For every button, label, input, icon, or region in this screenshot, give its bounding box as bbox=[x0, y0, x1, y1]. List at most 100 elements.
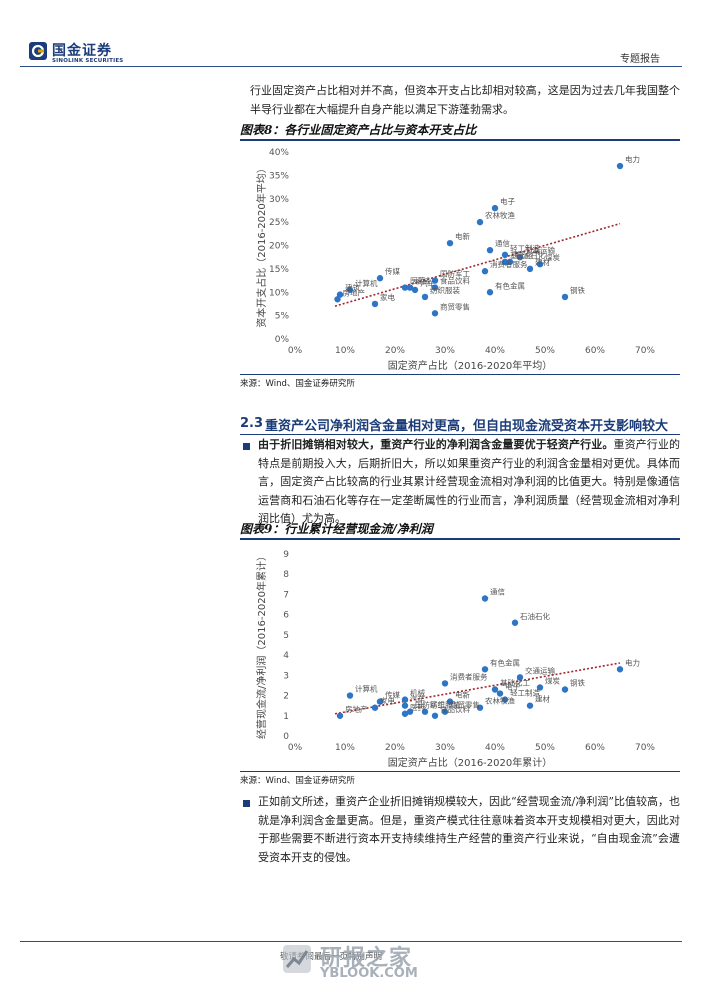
figure8-title: 图表8：各行业固定资产占比与资本开支占比 bbox=[240, 123, 477, 137]
data-point bbox=[376, 275, 384, 282]
bullet1-body: 重资产行业的特点是前期投入大，后期折旧大，所以如果重资产行业的利润含金量相对更优… bbox=[258, 438, 681, 525]
data-point bbox=[401, 284, 409, 291]
data-point bbox=[401, 702, 409, 709]
data-point bbox=[441, 680, 449, 687]
data-point bbox=[526, 702, 534, 709]
y-tick-label: 0% bbox=[275, 335, 290, 345]
data-point bbox=[376, 698, 384, 705]
x-tick-label: 10% bbox=[335, 346, 355, 356]
data-point bbox=[491, 686, 499, 693]
data-point-label: 轻工制造 bbox=[510, 688, 540, 698]
x-tick-label: 60% bbox=[585, 346, 605, 356]
data-point-label: 医药 bbox=[410, 276, 425, 286]
figure9-chart: 0% 10% 20% 30% 40% 50% 60% 70% 0 1 2 3 4 5 6 7 8 9 固定资产占比（… bbox=[255, 550, 655, 769]
y-tick-label: 30% bbox=[269, 195, 289, 205]
x-tick-label: 60% bbox=[585, 743, 605, 753]
data-point bbox=[406, 284, 414, 291]
data-point bbox=[401, 710, 409, 717]
x-tick-label: 40% bbox=[485, 743, 505, 753]
x-tick-label: 10% bbox=[335, 743, 355, 753]
data-point-label: 煤炭 bbox=[545, 675, 560, 685]
data-point bbox=[371, 704, 379, 711]
watermark-text: 研报之家 bbox=[320, 946, 413, 971]
data-point-label: 电新 bbox=[455, 231, 470, 241]
y-tick-label: 6 bbox=[283, 611, 289, 621]
data-point-label: 农林牧渔 bbox=[485, 210, 515, 220]
data-point-label: 消费者服务 bbox=[490, 259, 528, 269]
data-point-label: 轻工制造 bbox=[510, 243, 540, 253]
x-tick-label: 50% bbox=[535, 346, 555, 356]
data-point-label: 商贸零售 bbox=[440, 301, 470, 311]
x-tick-label: 0% bbox=[288, 346, 303, 356]
data-point-label: 基础化工 bbox=[500, 677, 530, 687]
data-point bbox=[431, 277, 439, 284]
footer-disclaimer: 敬请参阅最后一页特别声明 bbox=[280, 952, 383, 962]
y-tick-label: 35% bbox=[269, 171, 289, 181]
data-point bbox=[431, 310, 439, 317]
data-point-label: 医药 bbox=[410, 702, 425, 712]
data-point bbox=[511, 619, 519, 626]
watermark-logo-icon bbox=[283, 945, 311, 973]
data-point bbox=[476, 218, 484, 226]
data-point-label: 基础化工 bbox=[510, 250, 540, 260]
y-tick-label: 0 bbox=[283, 732, 289, 742]
sinolink-logo-icon bbox=[29, 42, 47, 60]
x-tick-label: 70% bbox=[635, 743, 655, 753]
data-point bbox=[486, 246, 494, 254]
data-point bbox=[441, 708, 449, 715]
x-axis-label: 固定资产占比（2016-2020年平均） bbox=[388, 359, 553, 372]
x-tick-label: 20% bbox=[385, 346, 405, 356]
y-tick-label: 10% bbox=[269, 288, 289, 298]
section-rule bbox=[240, 434, 680, 435]
watermark-url: YBLOOK.COM bbox=[320, 966, 418, 981]
data-point bbox=[371, 300, 379, 308]
data-point bbox=[536, 684, 544, 691]
y-tick-label: 7 bbox=[283, 590, 289, 600]
data-point-label: 电新 bbox=[455, 690, 470, 700]
data-point bbox=[421, 708, 429, 715]
bullet2-text: 正如前文所述，重资产企业折旧摊销规模较大，因此“经营现金流/净利润”比值较高，也… bbox=[258, 795, 680, 864]
data-point-label: 机械 bbox=[415, 276, 430, 286]
data-point bbox=[496, 690, 504, 697]
intro-paragraph: 行业固定资产占比相对并不高，但资本开支占比却相对较高，这是因为过去几年我国整个半… bbox=[250, 84, 680, 116]
data-point bbox=[536, 261, 544, 268]
data-point-label: 交通运输 bbox=[525, 665, 555, 675]
data-point-label: 食品饮料 bbox=[440, 704, 470, 714]
data-point-label: 纺织服装 bbox=[430, 285, 460, 295]
data-point bbox=[406, 708, 414, 715]
data-point-label: 电力 bbox=[625, 154, 640, 164]
figure8-source: 来源：Wind、国金证券研究所 bbox=[240, 379, 355, 389]
data-point bbox=[481, 666, 489, 673]
data-point bbox=[481, 268, 489, 275]
data-point bbox=[346, 692, 354, 699]
data-point bbox=[421, 293, 429, 301]
data-point-label: 家电 bbox=[380, 696, 395, 706]
y-tick-label: 3 bbox=[283, 671, 289, 681]
data-point bbox=[411, 286, 419, 294]
figure9-title: 图表9：行业累计经营现金流/净利润 bbox=[240, 522, 433, 536]
data-point-label: 汽车 bbox=[420, 278, 435, 288]
data-point-label: 建材 bbox=[535, 257, 550, 267]
logo-text-cn: 国金证券 bbox=[52, 43, 112, 59]
data-point-label: 商贸零售 bbox=[450, 700, 480, 710]
data-point bbox=[401, 696, 409, 703]
data-point bbox=[336, 291, 344, 298]
data-point-label: 电子 bbox=[500, 196, 515, 206]
data-point-label: 传媒 bbox=[385, 266, 400, 276]
data-point bbox=[486, 289, 494, 296]
data-point-label: 家电 bbox=[380, 292, 395, 302]
y-axis-label: 经营现金流/净利润（2016-2020年累计） bbox=[255, 551, 268, 739]
data-point bbox=[481, 595, 489, 602]
data-point-label: 有色金属 bbox=[490, 657, 520, 667]
data-point bbox=[516, 253, 524, 261]
y-tick-label: 40% bbox=[269, 148, 289, 158]
y-tick-label: 20% bbox=[269, 242, 289, 252]
data-point bbox=[491, 204, 499, 212]
report-type: 专题报告 bbox=[620, 54, 660, 65]
data-point-label: 消费者服务 bbox=[450, 671, 488, 681]
bullet1-text: 由于折旧摊销相对较大，重资产行业的净利润含金量要优于轻资产行业。重资产行业的特点… bbox=[258, 436, 680, 529]
figure8-rule bbox=[240, 139, 680, 141]
data-point-label: 传媒 bbox=[385, 690, 400, 700]
data-point-label: 计算机 bbox=[355, 278, 378, 288]
section-title: 重资产公司净利润含金量相对更高，但自由现金流受资本开支影响较大 bbox=[265, 419, 669, 434]
